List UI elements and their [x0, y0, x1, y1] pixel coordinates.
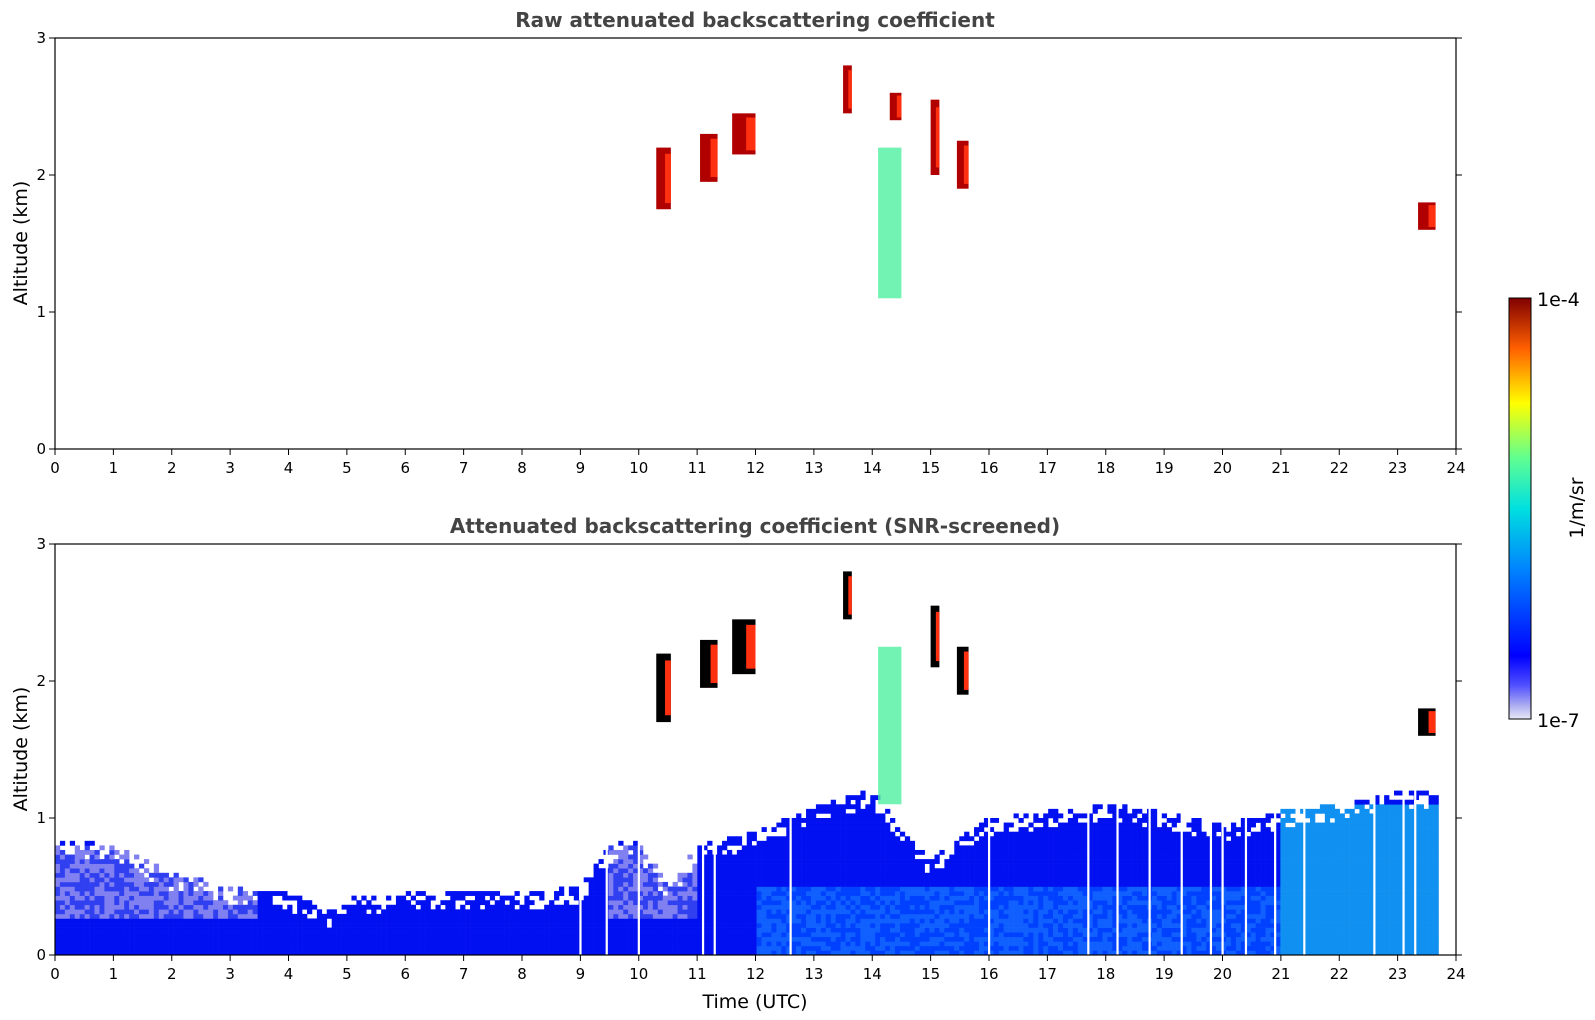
raw-backscatter-panel: Raw attenuated backscattering coefficien…: [10, 8, 1466, 477]
raw-backscatter-heatmap: [579, 38, 1436, 449]
top-panel-title: Raw attenuated backscattering coefficien…: [515, 8, 995, 32]
